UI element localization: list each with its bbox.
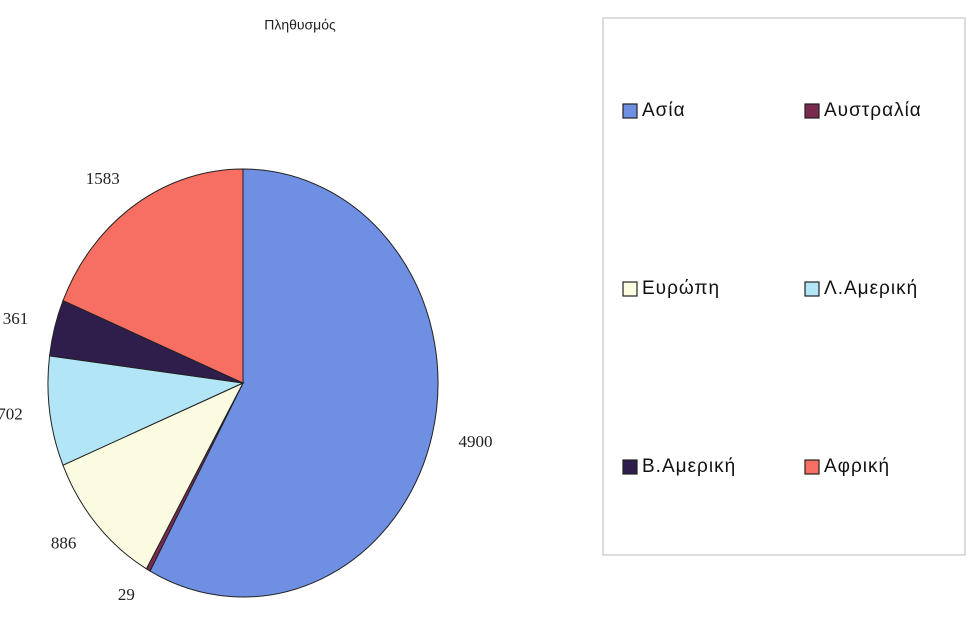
legend-swatch — [622, 459, 638, 475]
data-label: 29 — [118, 585, 135, 604]
legend-swatch — [804, 103, 820, 119]
legend-box — [602, 17, 966, 556]
legend-swatch — [804, 281, 820, 297]
legend-swatch — [804, 459, 820, 475]
pie-slice — [149, 168, 439, 598]
legend-label: Αυστραλία — [824, 100, 922, 121]
legend-label: Αφρική — [824, 456, 890, 477]
pie-slice — [62, 381, 245, 570]
legend-label: Β.Αμερική — [642, 456, 736, 477]
data-label: 1583 — [86, 169, 120, 188]
legend-swatch — [622, 281, 638, 297]
data-label: 886 — [51, 533, 77, 552]
pie-slice — [62, 168, 244, 384]
legend-label: Ευρώπη — [642, 278, 720, 299]
data-label: 702 — [0, 404, 23, 423]
data-label: 361 — [3, 309, 29, 328]
legend-swatch — [622, 103, 638, 119]
legend-label: Λ.Αμερική — [824, 278, 918, 299]
pie-slice — [47, 355, 245, 466]
data-label: 4900 — [458, 432, 492, 451]
legend-label: Ασία — [642, 100, 686, 121]
chart-title: Πληθυσμός — [264, 17, 336, 33]
